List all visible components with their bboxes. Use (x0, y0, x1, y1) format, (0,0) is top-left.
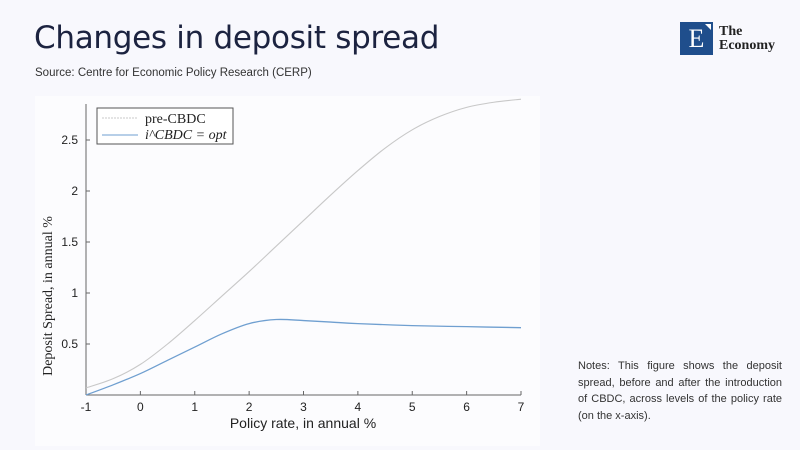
x-tick-label: 7 (518, 400, 525, 414)
logo-text: The Economy (719, 23, 775, 53)
notes-text: Notes: This figure shows the deposit spr… (578, 360, 782, 422)
chart-background (35, 96, 540, 446)
x-tick-label: 1 (191, 400, 198, 414)
legend-label-pre-cbdc: pre-CBDC (145, 112, 206, 127)
x-tick-label: 0 (137, 400, 144, 414)
legend: pre-CBDC i^CBDC = opt (96, 107, 234, 145)
y-tick-label: 1 (71, 286, 78, 300)
logo-line2: Economy (719, 37, 775, 53)
page-title: Changes in deposit spread (34, 20, 440, 56)
series-line-cbdc-opt (85, 318, 522, 396)
x-tick-label: -1 (81, 400, 92, 414)
logo-mark: E (680, 22, 713, 55)
y-axis-label: Deposit Spread, in annual % (41, 216, 56, 376)
x-tick-label: 3 (300, 400, 307, 414)
x-tick-label: 4 (355, 400, 362, 414)
y-tick-label: 2 (71, 184, 78, 198)
logo-line1: The (719, 23, 743, 39)
y-tick-label: 1.5 (61, 235, 78, 249)
legend-label-cbdc-opt: i^CBDC = opt (145, 128, 228, 143)
x-axis-label: Policy rate, in annual % (230, 415, 376, 431)
chart: -1 0 1 2 3 4 5 6 7 0.5 1 1.5 2 2.5 Policy rate, in an… (35, 96, 540, 446)
x-tick-label: 6 (463, 400, 470, 414)
series-line-pre-cbdc (85, 98, 522, 389)
y-tick-label: 0.5 (61, 337, 78, 351)
y-tick-label: 2.5 (61, 133, 78, 147)
source-text: Source: Centre for Economic Policy Resea… (35, 67, 312, 79)
logo: E The Economy (680, 22, 775, 55)
logo-letter: E (688, 23, 705, 53)
x-tick-label: 5 (409, 400, 416, 414)
x-tick-label: 2 (246, 400, 253, 414)
